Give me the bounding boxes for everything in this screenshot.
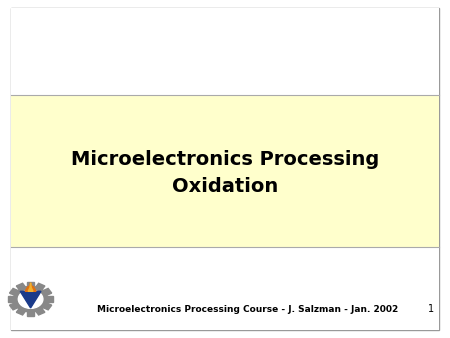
Polygon shape xyxy=(46,296,53,302)
Polygon shape xyxy=(35,283,45,290)
Polygon shape xyxy=(8,296,15,302)
Polygon shape xyxy=(35,308,45,315)
Polygon shape xyxy=(42,303,52,310)
Polygon shape xyxy=(16,308,26,315)
Text: Microelectronics Processing Course - J. Salzman - Jan. 2002: Microelectronics Processing Course - J. … xyxy=(97,305,398,314)
Polygon shape xyxy=(25,283,36,291)
Text: Microelectronics Processing: Microelectronics Processing xyxy=(71,150,379,169)
Polygon shape xyxy=(20,291,41,308)
Polygon shape xyxy=(27,282,34,288)
Circle shape xyxy=(14,286,48,312)
Text: Oxidation: Oxidation xyxy=(172,176,278,196)
Polygon shape xyxy=(27,311,34,316)
Polygon shape xyxy=(16,283,26,290)
Polygon shape xyxy=(28,283,33,291)
Polygon shape xyxy=(9,288,19,296)
Polygon shape xyxy=(42,288,52,296)
Bar xyxy=(11,8,439,95)
Bar xyxy=(11,247,439,330)
Bar xyxy=(11,95,439,247)
Text: 1: 1 xyxy=(428,304,434,314)
Circle shape xyxy=(18,290,43,308)
Polygon shape xyxy=(9,303,19,310)
